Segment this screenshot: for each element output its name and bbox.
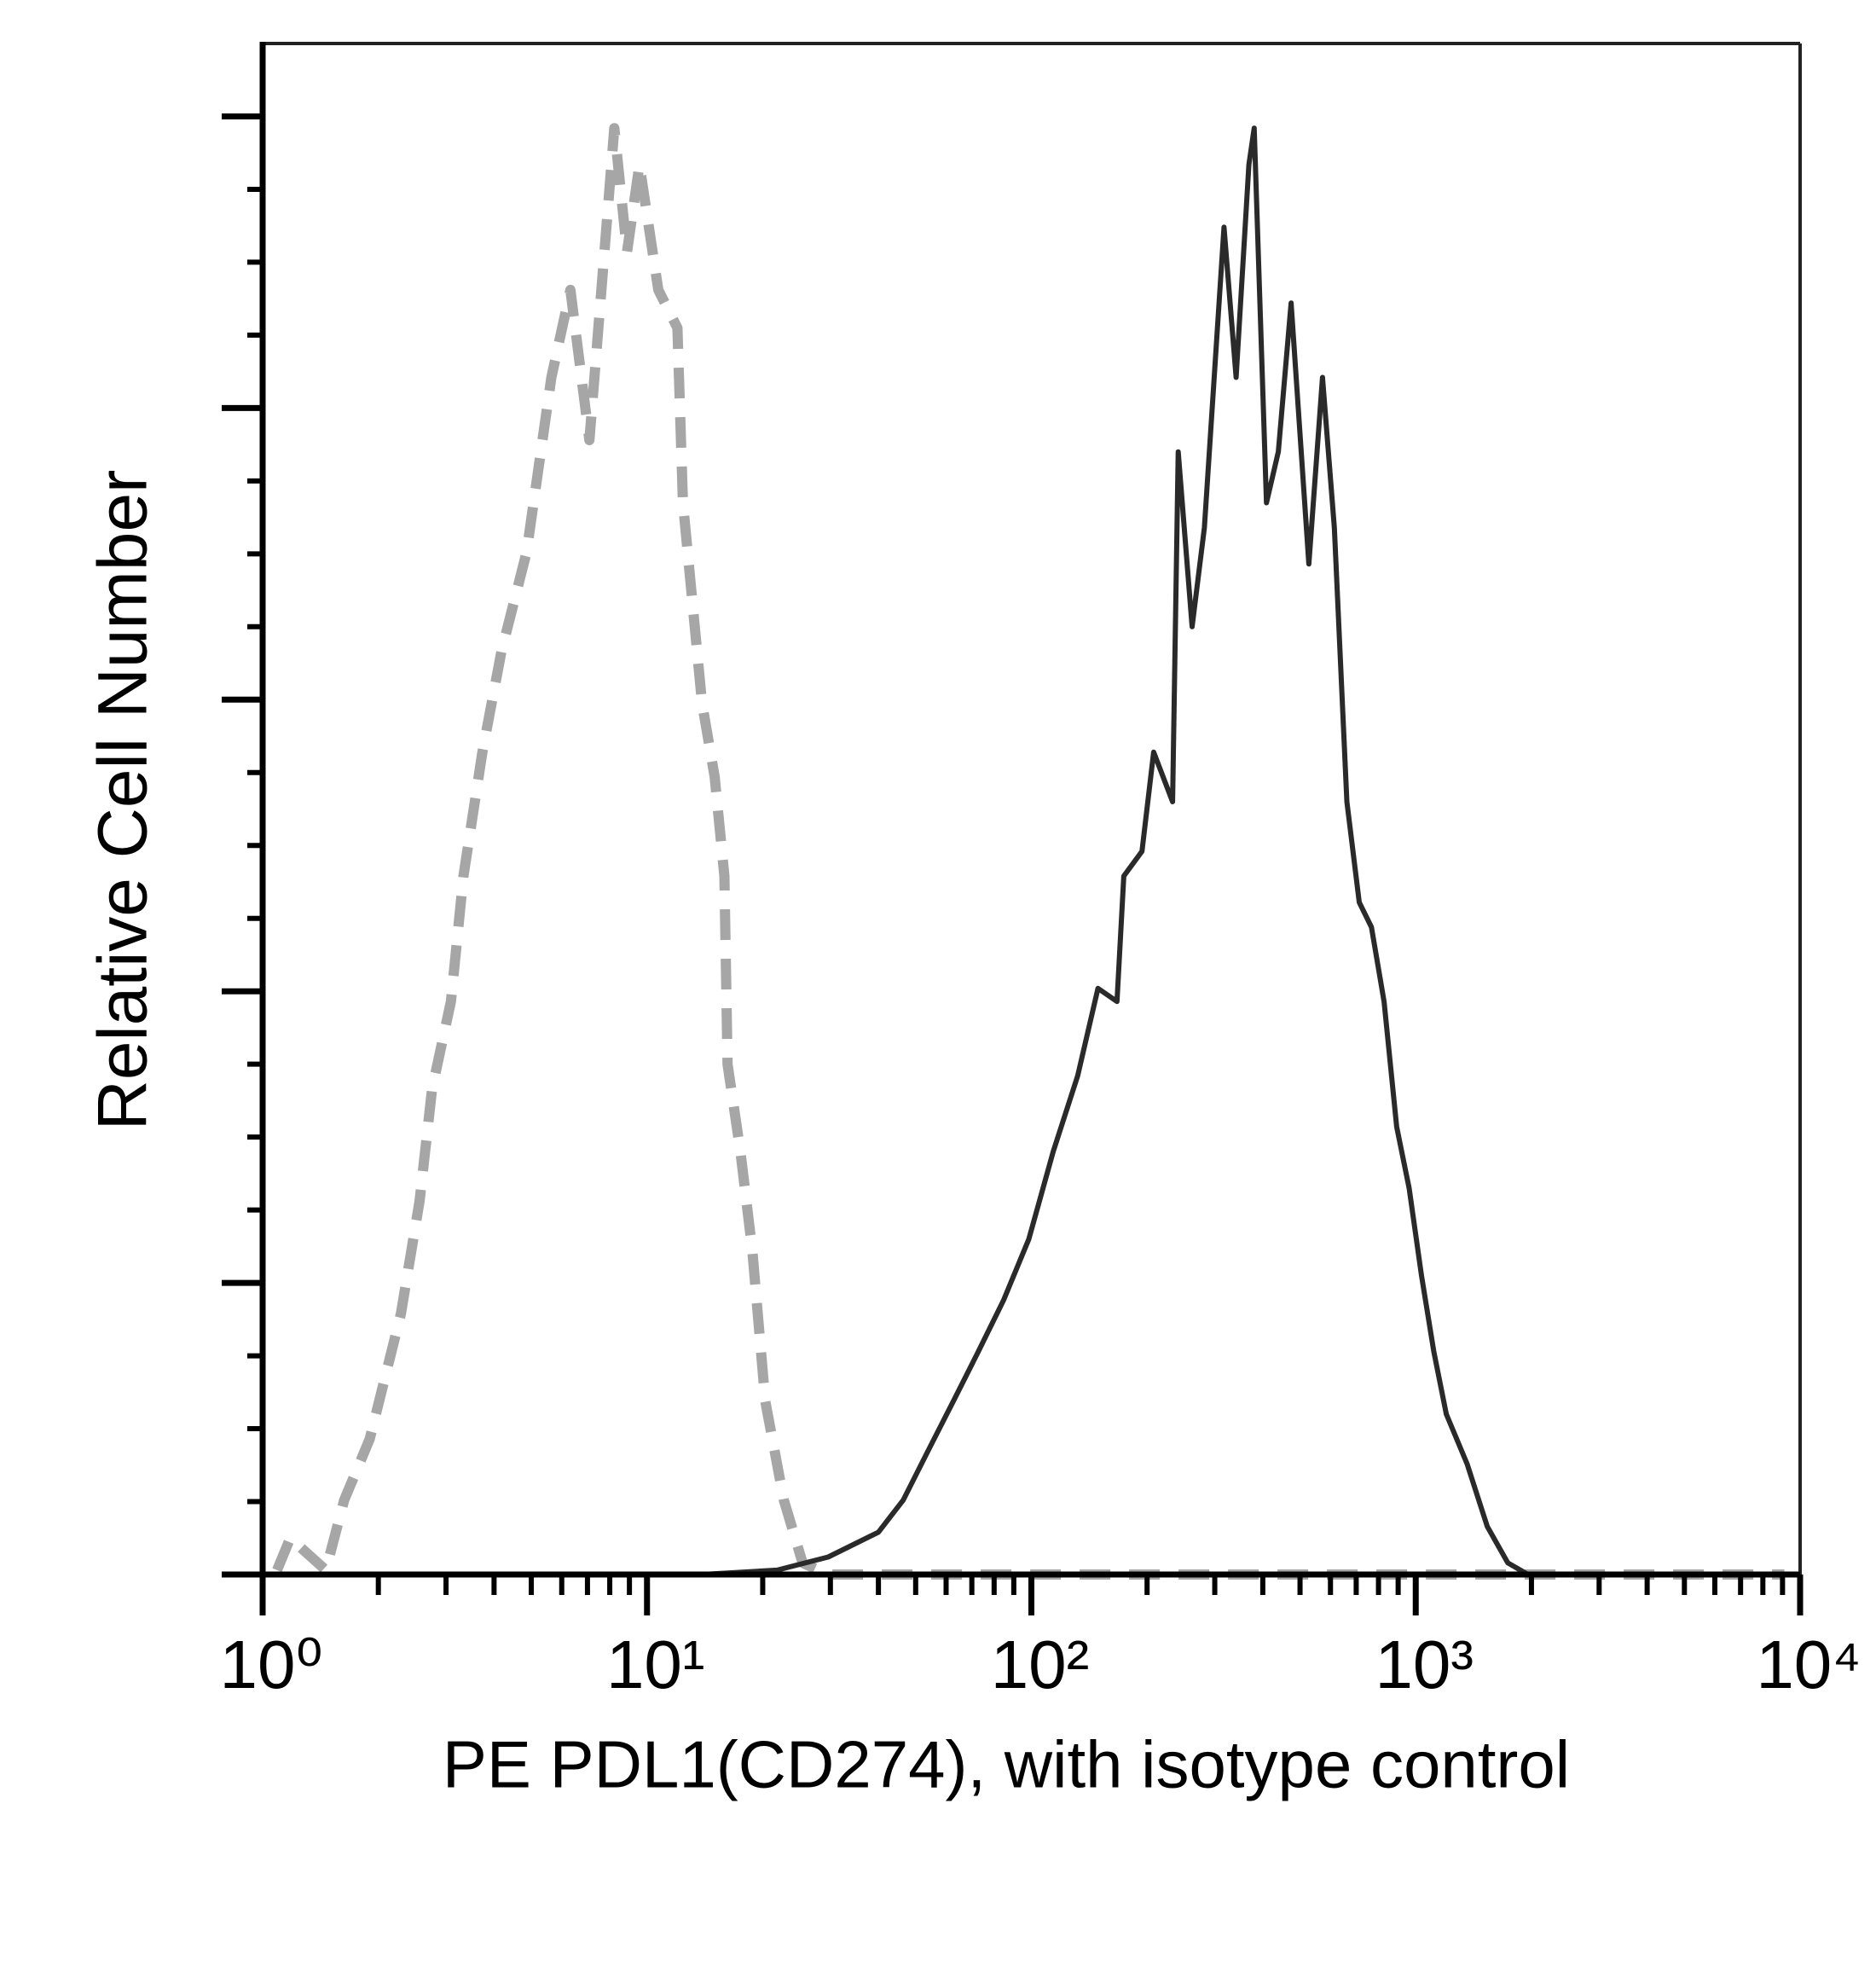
x-tick-label: 10⁰ xyxy=(219,1627,322,1702)
y-axis-title: Relative Cell Number xyxy=(84,470,162,1131)
x-tick-label: 10³ xyxy=(1375,1627,1474,1702)
x-tick-label: 10⁴ xyxy=(1756,1627,1861,1702)
x-axis-title: PE PDL1(CD274), with isotype control xyxy=(443,1727,1570,1802)
histogram-line xyxy=(702,125,1793,1577)
histogram-line xyxy=(272,123,1785,1580)
x-tick-label: 10¹ xyxy=(606,1627,705,1702)
x-tick-label: 10² xyxy=(991,1627,1090,1702)
